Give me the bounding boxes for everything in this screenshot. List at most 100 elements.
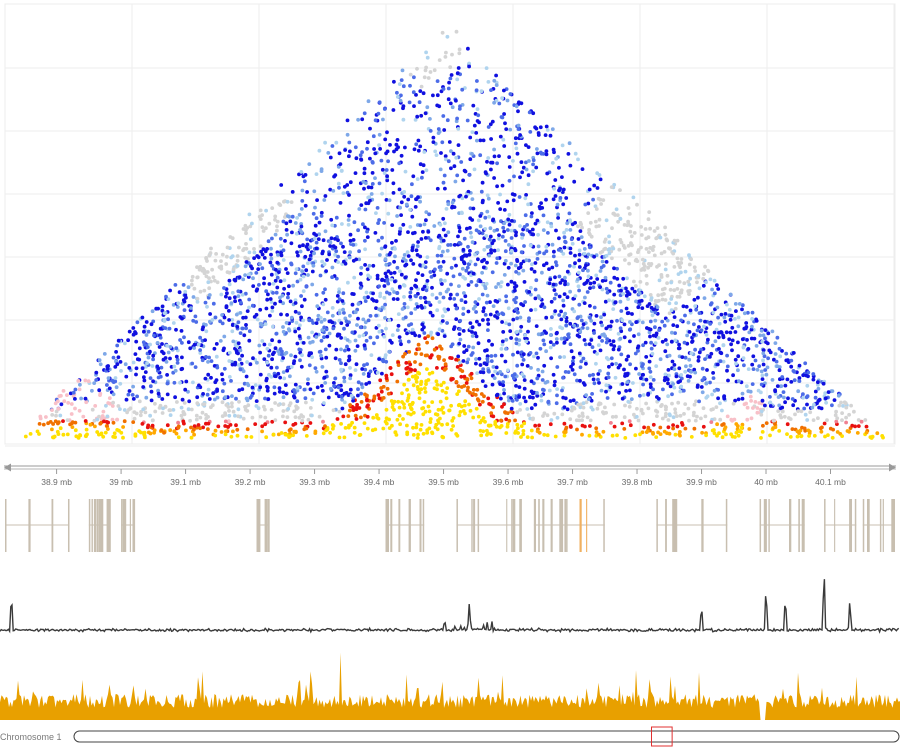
contact-dot	[115, 362, 120, 367]
contact-dot	[324, 428, 329, 433]
contact-dot	[318, 273, 323, 278]
chromosome-ideogram[interactable]	[73, 730, 900, 743]
contact-dot	[675, 287, 680, 291]
contact-dot	[348, 232, 353, 237]
contact-dot	[283, 420, 288, 425]
contact-dot	[233, 413, 237, 418]
contact-dot	[363, 238, 367, 243]
contact-dot	[377, 132, 382, 137]
contact-dot	[553, 178, 558, 182]
genomic-axis[interactable]: 38.9 mb 39 mb 39.1 mb 39.2 mb 39.3 mb 39.4 mb…	[4, 463, 896, 488]
contact-dot	[132, 410, 137, 414]
contact-dot	[598, 197, 603, 202]
contact-dot	[269, 407, 274, 412]
contact-dot	[703, 357, 707, 361]
contact-dot	[657, 328, 662, 332]
contact-dot	[384, 407, 389, 412]
contact-dot	[504, 431, 509, 435]
chromosome-navigator[interactable]: Chromosome 1	[0, 726, 900, 747]
contact-dot	[61, 419, 65, 423]
contact-dot	[658, 425, 663, 430]
contact-dot	[728, 292, 733, 297]
contact-dot	[372, 341, 376, 346]
contact-dot	[517, 385, 522, 389]
contact-dot	[568, 251, 573, 255]
contact-dot	[785, 377, 790, 382]
contact-dot	[806, 370, 811, 375]
contact-dot	[440, 328, 445, 333]
contact-dot	[656, 298, 661, 303]
contact-dot	[517, 395, 521, 399]
contact-dot	[466, 344, 471, 349]
contact-dot	[395, 379, 400, 384]
contact-dot	[204, 256, 209, 261]
contact-dot	[556, 248, 561, 252]
contact-dot	[482, 306, 486, 310]
contact-dot	[304, 284, 309, 289]
contact-dot	[715, 433, 719, 438]
contact-dot	[290, 190, 295, 194]
contact-dot	[286, 407, 291, 411]
contact-dot	[789, 380, 794, 384]
contact-dot	[195, 275, 200, 280]
contact-dot	[523, 399, 528, 404]
contact-dot	[377, 396, 382, 401]
contact-dot	[201, 425, 206, 430]
chromosome-window-box[interactable]	[651, 726, 673, 747]
contact-dot	[131, 420, 136, 424]
contact-dot	[592, 254, 596, 259]
contact-dot	[203, 300, 208, 305]
contact-dot	[441, 114, 446, 118]
contact-dot	[528, 243, 533, 248]
contact-dot	[252, 247, 256, 251]
contact-dot	[198, 289, 203, 294]
contact-dot	[544, 315, 549, 320]
contact-dot	[608, 324, 613, 329]
contact-dot	[559, 336, 564, 341]
contact-dot	[577, 288, 581, 293]
contact-dot	[360, 367, 365, 371]
contact-dot	[716, 287, 721, 291]
contact-dot	[383, 302, 387, 307]
contact-dot	[559, 317, 564, 322]
contact-dot	[669, 308, 674, 313]
contact-dot	[311, 391, 316, 396]
contact-dot	[294, 267, 299, 271]
contact-dot	[608, 280, 613, 285]
contact-dot	[84, 427, 89, 432]
contact-dot	[466, 385, 470, 390]
contact-dot	[729, 313, 734, 318]
contact-dot	[703, 319, 707, 324]
contact-dot	[263, 422, 268, 427]
contact-dot	[460, 254, 465, 259]
contact-dot	[496, 201, 500, 205]
contact-dot	[231, 409, 236, 414]
contact-dot	[594, 426, 599, 431]
contact-dot	[237, 275, 242, 279]
contact-dot	[629, 224, 633, 228]
contact-dot	[562, 314, 567, 319]
contact-dot	[194, 413, 199, 418]
gene-exon	[385, 499, 388, 552]
contact-dot	[844, 415, 848, 420]
contact-dot	[759, 390, 763, 395]
contact-dot	[174, 354, 179, 359]
contact-dot	[377, 284, 381, 289]
contact-dot	[209, 375, 213, 380]
contact-dot	[411, 383, 416, 388]
contact-dot	[550, 161, 555, 165]
contact-dot	[157, 345, 162, 349]
contact-dot	[151, 353, 156, 358]
contact-dot	[466, 357, 471, 362]
contact-dot	[331, 426, 335, 431]
contact-dot	[330, 275, 334, 280]
contact-dot	[415, 244, 420, 249]
contact-dot	[617, 247, 622, 252]
contact-dot	[419, 423, 424, 427]
contact-dot	[121, 425, 125, 429]
contact-dot	[522, 244, 526, 248]
contact-dot	[346, 280, 350, 285]
contact-dot	[219, 430, 224, 434]
contact-dot	[667, 431, 672, 436]
contact-dot	[135, 320, 140, 325]
